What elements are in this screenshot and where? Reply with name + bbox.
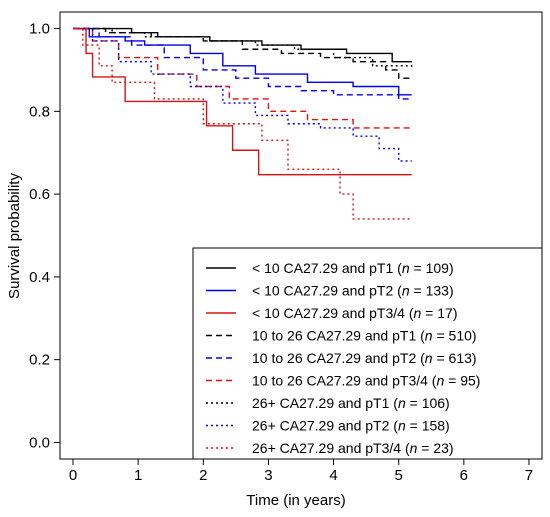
x-tick-label-7: 7 [525,467,533,484]
series-layer [73,27,413,220]
x-tick-label-1: 1 [134,467,142,484]
x-tick-label-2: 2 [199,467,207,484]
legend-label-1: < 10 CA27.29 and pT1 (n = 109) [252,260,454,276]
series-line-4 [73,27,412,79]
series-line-7 [73,27,413,70]
series-line-9 [73,27,412,220]
legend-label-9: 26+ CA27.29 and pT3/4 (n = 23) [252,440,454,456]
legend-label-6: 10 to 26 CA27.29 and pT3/4 (n = 95) [252,373,480,389]
y-tick-label-4: 0.8 [29,103,50,120]
legend-label-5: 10 to 26 CA27.29 and pT2 (n = 613) [252,350,477,366]
y-tick-label-5: 1.0 [29,21,50,38]
axis-ticks: 0 1 2 3 4 5 6 7 0.0 0.2 0.4 0.6 0.8 1.0 [29,21,533,484]
y-axis-label: Survival probability [6,173,23,299]
x-tick-label-3: 3 [264,467,272,484]
y-tick-label-3: 0.6 [29,186,50,203]
legend-label-4: 10 to 26 CA27.29 and pT1 (n = 510) [252,328,477,344]
x-tick-label-6: 6 [460,467,468,484]
legend-label-7: 26+ CA27.29 and pT1 (n = 106) [252,395,450,411]
legend-label-3: < 10 CA27.29 and pT3/4 (n = 17) [252,305,458,321]
legend: < 10 CA27.29 and pT1 (n = 109) < 10 CA27.… [192,247,543,460]
y-tick-label-0: 0.0 [29,434,50,451]
y-tick-label-1: 0.2 [29,352,50,369]
y-tick-label-2: 0.4 [29,269,50,286]
x-tick-label-5: 5 [395,467,403,484]
series-line-8 [73,27,412,162]
series-line-3 [73,27,412,176]
x-axis-label: Time (in years) [246,492,345,509]
legend-label-2: < 10 CA27.29 and pT2 (n = 133) [252,283,454,299]
series-line-6 [73,27,412,129]
legend-label-8: 26+ CA27.29 and pT2 (n = 158) [252,418,450,434]
x-tick-label-4: 4 [329,467,337,484]
x-tick-label-0: 0 [69,467,77,484]
series-line-5 [73,27,412,100]
legend-box [192,247,543,460]
